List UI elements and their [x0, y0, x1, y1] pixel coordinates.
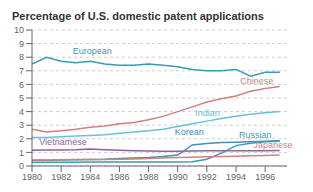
svg-text:Japanese: Japanese — [253, 140, 292, 150]
svg-text:1: 1 — [19, 148, 24, 158]
svg-text:1994: 1994 — [226, 172, 246, 182]
svg-text:1990: 1990 — [168, 172, 188, 182]
svg-text:1986: 1986 — [109, 172, 129, 182]
svg-text:Russian: Russian — [239, 130, 272, 140]
svg-text:3: 3 — [19, 120, 24, 130]
svg-text:Korean: Korean — [175, 127, 204, 137]
html-text:Percentage of U.S. domestic pa: Percentage of U.S. domestic patent appli… — [12, 10, 264, 22]
svg-text:5: 5 — [19, 93, 24, 103]
svg-text:1996: 1996 — [255, 172, 275, 182]
svg-text:1984: 1984 — [80, 172, 100, 182]
svg-text:0: 0 — [19, 161, 24, 171]
svg-text:Chinese: Chinese — [240, 76, 273, 86]
svg-text:Vietnamese: Vietnamese — [39, 137, 86, 147]
svg-text:9: 9 — [19, 39, 24, 49]
svg-text:1982: 1982 — [51, 172, 71, 182]
svg-text:2: 2 — [19, 134, 24, 144]
svg-text:1980: 1980 — [22, 172, 42, 182]
svg-text:7: 7 — [19, 66, 24, 76]
svg-text:4: 4 — [19, 107, 24, 117]
svg-text:10: 10 — [14, 25, 24, 35]
svg-text:6: 6 — [19, 80, 24, 90]
svg-text:1988: 1988 — [139, 172, 159, 182]
svg-text:European: European — [73, 46, 112, 56]
svg-text:1992: 1992 — [197, 172, 217, 182]
svg-text:8: 8 — [19, 52, 24, 62]
svg-text:Indian: Indian — [195, 108, 220, 118]
